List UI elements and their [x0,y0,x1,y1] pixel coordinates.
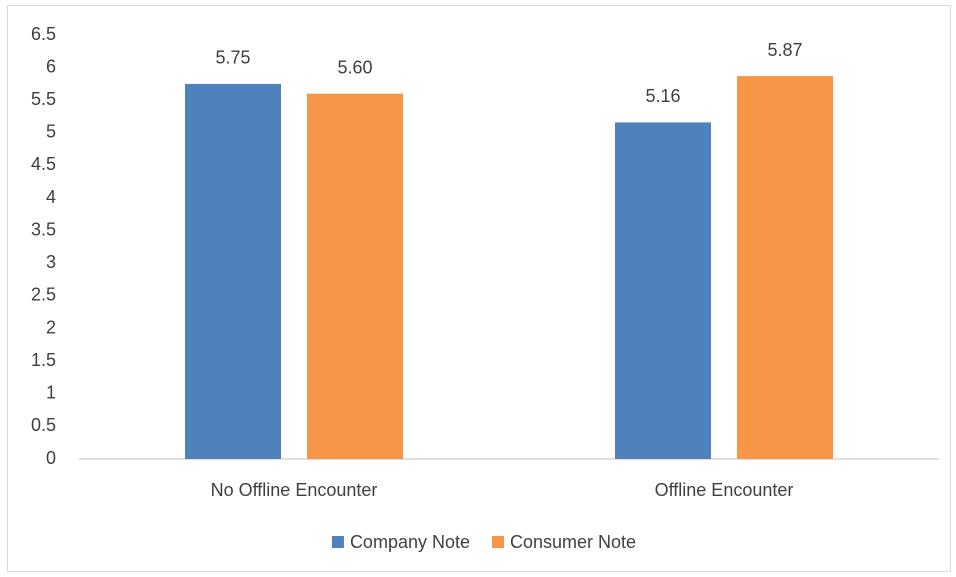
legend-swatch [492,536,504,548]
y-tick-label: 6.5 [31,24,56,44]
value-label: 5.75 [215,48,250,68]
y-tick-label: 1.5 [31,350,56,370]
y-tick-label: 0.5 [31,415,56,435]
y-tick-label: 4 [46,187,56,207]
y-tick-label: 2.5 [31,285,56,305]
y-tick-label: 0 [46,448,56,468]
y-tick-label: 5.5 [31,89,56,109]
y-tick-label: 1 [46,383,56,403]
y-tick-label: 4.5 [31,154,56,174]
value-label: 5.16 [645,86,680,106]
legend-label: Company Note [350,532,470,552]
y-tick-label: 2 [46,317,56,337]
bar [185,83,281,459]
bar [307,93,403,459]
y-tick-label: 5 [46,122,56,142]
legend-label: Consumer Note [510,532,636,552]
y-tick-label: 6 [46,56,56,76]
value-label: 5.60 [337,57,372,77]
y-tick-label: 3.5 [31,219,56,239]
bar [737,76,833,459]
x-tick-label: Offline Encounter [655,480,794,500]
value-label: 5.87 [767,40,802,60]
bar [615,122,711,459]
x-tick-label: No Offline Encounter [211,480,378,500]
y-tick-label: 3 [46,252,56,272]
legend-swatch [331,536,344,548]
